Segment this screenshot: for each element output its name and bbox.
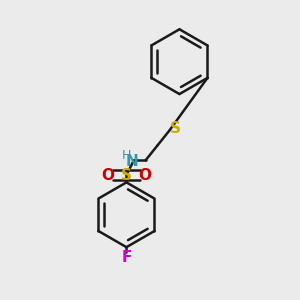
Text: N: N [126, 154, 139, 169]
Text: O: O [101, 167, 114, 182]
Text: H: H [122, 148, 131, 161]
Text: F: F [121, 250, 132, 265]
Text: S: S [121, 167, 132, 182]
Text: S: S [170, 121, 181, 136]
Text: O: O [139, 167, 152, 182]
